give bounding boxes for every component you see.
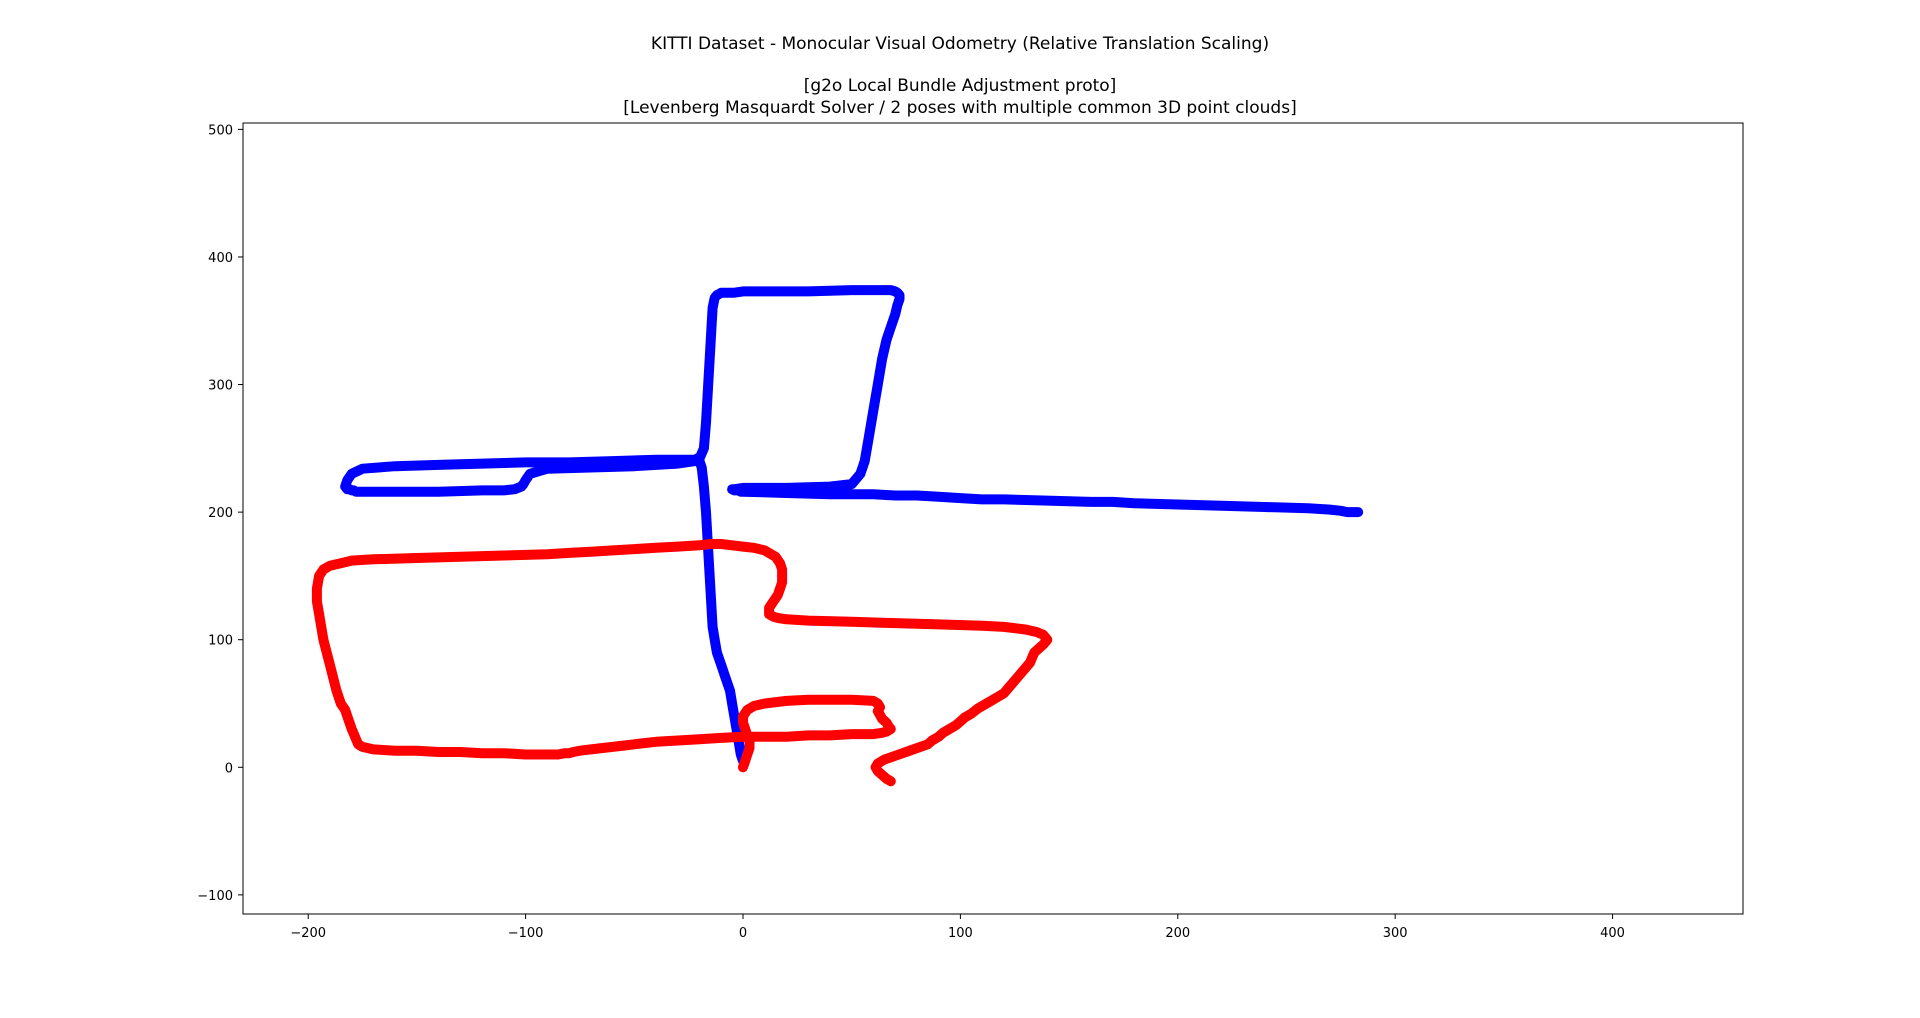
series-layer: [311, 285, 1364, 787]
chart-title-line-3: [Levenberg Masquardt Solver / 2 poses wi…: [623, 98, 1297, 118]
x-tick-label: 300: [1383, 926, 1408, 941]
trajectory-line-1: [340, 285, 1364, 766]
plot-area-frame: [242, 122, 1744, 915]
y-tick-label: 400: [208, 251, 233, 266]
x-tick-label: 200: [1165, 926, 1190, 941]
chart-title-line-1: KITTI Dataset - Monocular Visual Odometr…: [650, 34, 1270, 54]
y-tick-label: 0: [225, 761, 233, 776]
trajectory-line-2: [311, 539, 1053, 787]
x-tick-label: 400: [1600, 926, 1625, 941]
x-tick-label: 100: [948, 926, 973, 941]
x-tick-label: 0: [739, 926, 747, 941]
chart-title-line-2: [g2o Local Bundle Adjustment proto]: [803, 76, 1117, 96]
axes-layer: −200 −100 0 100 200 300 400 −100 0 100 200 300 400 50…: [197, 123, 1625, 941]
y-tick-label: 300: [208, 379, 233, 394]
y-tick-label: 100: [208, 634, 233, 649]
x-tick-label: −100: [508, 926, 544, 941]
x-tick-label: −200: [290, 926, 326, 941]
y-tick-label: 200: [208, 506, 233, 521]
y-tick-label: 500: [208, 123, 233, 138]
y-tick-label: −100: [197, 889, 233, 904]
